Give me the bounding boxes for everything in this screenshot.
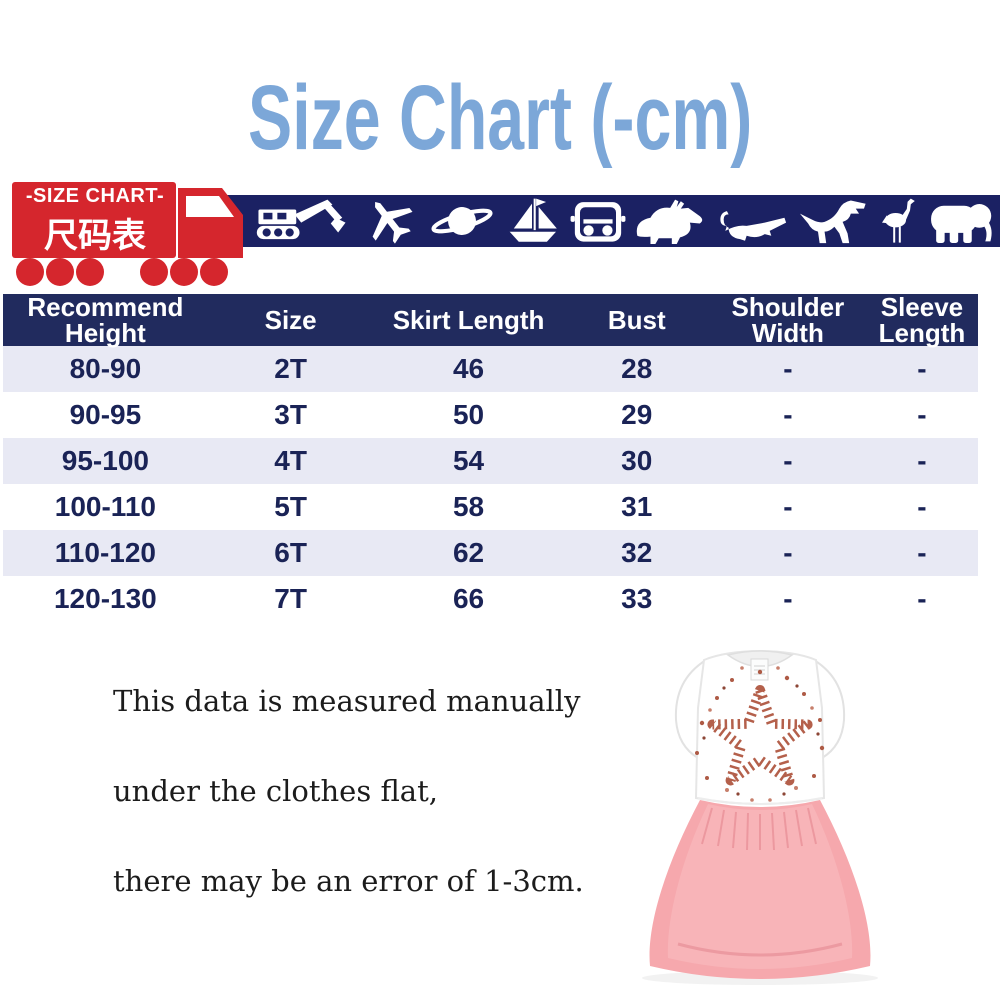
table-cell: - [783, 445, 793, 476]
table-cell: - [783, 353, 793, 384]
triceratops-icon [636, 199, 703, 244]
car-icon [570, 202, 626, 242]
table-cell: 31 [621, 491, 653, 522]
table-row: 100-110 5T 58 31 - - [3, 484, 978, 530]
crane-bird-icon [881, 198, 915, 243]
column-header-shoulder-width: Shoulder Width [709, 294, 866, 346]
table-cell: 28 [621, 353, 653, 384]
saturn-icon [431, 207, 493, 235]
table-cell: - [783, 583, 793, 614]
table-cell: 50 [452, 399, 485, 430]
table-cell: - [783, 491, 793, 522]
table-cell: - [917, 583, 927, 614]
page-title: Size Chart (-cm) [0, 72, 1000, 164]
table-cell: - [917, 353, 927, 384]
table-cell: 6T [274, 537, 307, 568]
column-header-bust: Bust [563, 294, 710, 346]
note-line: under the clothes flat, [113, 774, 438, 808]
page-title-text: Size Chart (-cm) [247, 67, 753, 169]
table-cell: 2T [274, 353, 307, 384]
table-cell: 5T [274, 491, 307, 522]
table-cell: 3T [274, 399, 307, 430]
table-cell: 32 [621, 537, 653, 568]
trex-icon [799, 200, 866, 244]
table-cell: 46 [452, 353, 485, 384]
table-cell: 7T [274, 583, 307, 614]
column-header-recommend-height: Recommend Height [3, 294, 208, 346]
excavator-icon [256, 199, 346, 240]
crocodile-icon [720, 211, 786, 241]
table-cell: 62 [452, 537, 485, 568]
dress-image [642, 650, 878, 985]
table-row: 110-120 6T 62 32 - - [3, 530, 978, 576]
note-line: This data is measured manually [113, 684, 581, 718]
table-cell: 30 [621, 445, 653, 476]
note-line: there may be an error of 1-3cm. [113, 864, 584, 898]
column-header-sleeve-length: Sleeve Length [865, 294, 978, 346]
table-cell: - [783, 537, 793, 568]
table-cell: 33 [621, 583, 653, 614]
table-row: 120-130 7T 66 33 - - [3, 576, 978, 622]
size-badge-label-zh: 尺码表 [44, 217, 146, 255]
table-cell: 100-110 [54, 491, 156, 522]
product-photo [582, 628, 942, 993]
table-cell: - [917, 445, 927, 476]
table-cell: 66 [452, 583, 485, 614]
table-cell: 29 [621, 399, 653, 430]
size-badge-truck: -SIZE CHART- 尺码表 [8, 172, 252, 298]
table-cell: 4T [274, 445, 307, 476]
table-row: 90-95 3T 50 29 - - [3, 392, 978, 438]
airplane-icon [373, 201, 413, 244]
icon-banner [212, 195, 1000, 247]
table-cell: 95-100 [61, 445, 149, 476]
table-cell: 58 [452, 491, 485, 522]
table-cell: 80-90 [69, 353, 142, 384]
table-row: 80-90 2T 46 28 - - [3, 346, 978, 392]
table-cell: 110-120 [54, 537, 156, 568]
table-cell: 54 [452, 445, 485, 476]
table-cell: - [917, 399, 927, 430]
table-row: 95-100 4T 54 30 - - [3, 438, 978, 484]
table-header-row: Recommend Height Size Skirt Length Bust … [3, 294, 978, 346]
table-cell: - [783, 399, 793, 430]
column-header-size: Size [207, 294, 374, 346]
table-cell: - [917, 491, 927, 522]
sailboat-icon [509, 198, 558, 242]
column-header-skirt-length: Skirt Length [373, 294, 564, 346]
size-badge-label-en: -SIZE CHART- [25, 185, 165, 207]
table-cell: 120-130 [53, 583, 157, 614]
table-cell: 90-95 [69, 399, 142, 430]
elephant-icon [931, 204, 992, 244]
size-chart-table: Recommend Height Size Skirt Length Bust … [3, 294, 978, 622]
table-cell: - [917, 537, 927, 568]
truck-icon [12, 182, 243, 286]
